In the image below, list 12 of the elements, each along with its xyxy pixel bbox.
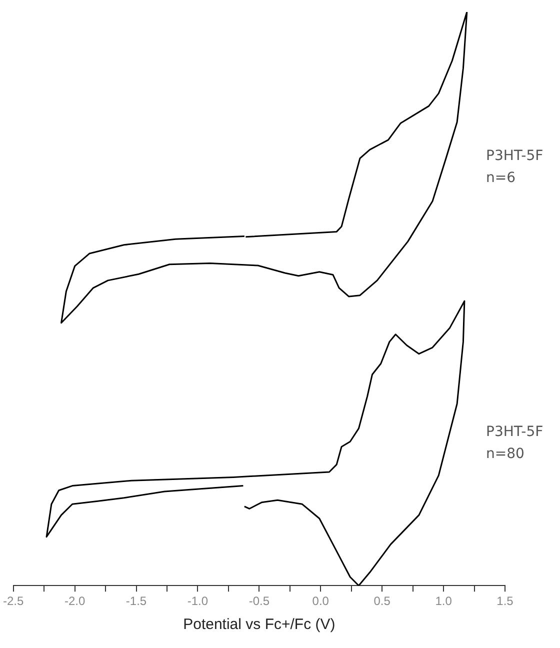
x-tick-label: -0.5 — [248, 594, 270, 608]
x-tick-label: 1.0 — [435, 594, 452, 608]
x-tick-label: -1.0 — [187, 594, 208, 608]
x-tick-label: -2.5 — [2, 594, 24, 608]
x-tick-label: 1.5 — [496, 594, 514, 608]
text: P3HT-5F n=6 — [486, 148, 544, 186]
x-tick-label: 0.5 — [374, 594, 391, 608]
x-tick-label: -2.0 — [64, 594, 86, 608]
x-axis-title: Potential vs Fc+/Fc (V) — [183, 616, 336, 634]
x-tick-label: -1.5 — [126, 594, 147, 608]
text: P3HT-5F n=80 — [486, 424, 544, 462]
x-tick-label: 0.0 — [312, 594, 330, 608]
